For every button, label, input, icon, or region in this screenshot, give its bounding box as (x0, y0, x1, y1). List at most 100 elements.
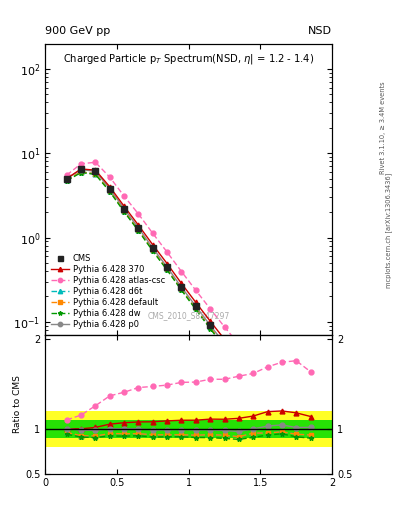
Text: Rivet 3.1.10, ≥ 3.4M events: Rivet 3.1.10, ≥ 3.4M events (380, 82, 386, 174)
Pythia 6.428 atlas-csc (165, 249, 169, 255)
Pythia 6.428 default (79, 169, 83, 175)
Bar (45, 411, 332, 447)
Pythia 6.428 d6t (237, 361, 241, 368)
Pythia 6.428 atlas-csc (107, 174, 112, 180)
CMS (136, 225, 141, 231)
Pythia 6.428 370 (165, 261, 169, 267)
Pythia 6.428 atlas-csc (93, 159, 98, 165)
Pythia 6.428 dw (237, 363, 241, 369)
Pythia 6.428 default (165, 266, 169, 272)
CMS (93, 167, 98, 174)
Pythia 6.428 default (308, 425, 313, 432)
Pythia 6.428 d6t (265, 395, 270, 401)
Pythia 6.428 370 (79, 166, 83, 172)
CMS (265, 393, 270, 399)
Pythia 6.428 370 (265, 387, 270, 393)
Pythia 6.428 p0 (251, 376, 255, 382)
Pythia 6.428 atlas-csc (179, 268, 184, 274)
Pythia 6.428 p0 (79, 166, 83, 173)
CMS (279, 407, 284, 413)
Pythia 6.428 370 (122, 203, 127, 209)
Pythia 6.428 dw (151, 248, 155, 254)
Text: 900 GeV pp: 900 GeV pp (45, 26, 110, 36)
Pythia 6.428 atlas-csc (251, 358, 255, 365)
CMS (294, 418, 299, 424)
Pythia 6.428 370 (193, 300, 198, 306)
CMS (193, 303, 198, 309)
CMS (308, 423, 313, 429)
Pythia 6.428 atlas-csc (222, 324, 227, 330)
Legend: CMS, Pythia 6.428 370, Pythia 6.428 atlas-csc, Pythia 6.428 d6t, Pythia 6.428 de: CMS, Pythia 6.428 370, Pythia 6.428 atla… (48, 250, 168, 332)
Y-axis label: Ratio to CMS: Ratio to CMS (13, 375, 22, 433)
Pythia 6.428 default (107, 187, 112, 194)
CMS (107, 185, 112, 191)
Pythia 6.428 atlas-csc (151, 230, 155, 237)
Pythia 6.428 370 (237, 354, 241, 360)
Pythia 6.428 p0 (208, 322, 213, 328)
Pythia 6.428 default (237, 361, 241, 368)
Text: Charged Particle p$_T$ Spectrum(NSD, $\eta$| = 1.2 - 1.4): Charged Particle p$_T$ Spectrum(NSD, $\e… (63, 52, 314, 66)
CMS (237, 358, 241, 365)
Pythia 6.428 d6t (222, 343, 227, 349)
Pythia 6.428 dw (265, 396, 270, 402)
Pythia 6.428 d6t (294, 420, 299, 426)
Pythia 6.428 p0 (279, 406, 284, 412)
CMS (165, 264, 169, 270)
Pythia 6.428 d6t (151, 247, 155, 253)
Pythia 6.428 p0 (179, 284, 184, 290)
Pythia 6.428 atlas-csc (279, 387, 284, 393)
Pythia 6.428 p0 (222, 340, 227, 347)
Pythia 6.428 d6t (122, 208, 127, 214)
Pythia 6.428 p0 (193, 303, 198, 309)
Pythia 6.428 d6t (107, 187, 112, 194)
Pythia 6.428 p0 (294, 417, 299, 423)
Text: NSD: NSD (308, 26, 332, 36)
Line: Pythia 6.428 370: Pythia 6.428 370 (64, 166, 313, 424)
Pythia 6.428 default (64, 177, 69, 183)
Pythia 6.428 dw (136, 228, 141, 234)
Pythia 6.428 dw (122, 209, 127, 215)
Pythia 6.428 370 (279, 400, 284, 407)
Pythia 6.428 atlas-csc (208, 306, 213, 312)
Pythia 6.428 p0 (165, 264, 169, 270)
Line: Pythia 6.428 p0: Pythia 6.428 p0 (64, 167, 313, 428)
Pythia 6.428 d6t (193, 305, 198, 311)
CMS (179, 284, 184, 290)
Pythia 6.428 370 (136, 222, 141, 228)
Pythia 6.428 atlas-csc (265, 374, 270, 380)
Pythia 6.428 default (265, 395, 270, 401)
Pythia 6.428 default (93, 170, 98, 177)
Pythia 6.428 370 (179, 281, 184, 287)
Pythia 6.428 atlas-csc (79, 161, 83, 167)
Pythia 6.428 default (222, 343, 227, 349)
Pythia 6.428 atlas-csc (136, 211, 141, 217)
Pythia 6.428 370 (222, 336, 227, 343)
Pythia 6.428 d6t (93, 170, 98, 177)
Pythia 6.428 370 (294, 412, 299, 418)
Pythia 6.428 atlas-csc (237, 342, 241, 348)
Pythia 6.428 370 (93, 167, 98, 173)
Text: CMS_2010_S8547297: CMS_2010_S8547297 (147, 311, 230, 321)
CMS (251, 376, 255, 382)
Pythia 6.428 default (193, 305, 198, 311)
Pythia 6.428 default (294, 420, 299, 426)
CMS (64, 176, 69, 182)
CMS (208, 322, 213, 328)
Pythia 6.428 default (208, 324, 213, 330)
Pythia 6.428 dw (93, 172, 98, 178)
Pythia 6.428 default (251, 378, 255, 384)
Line: Pythia 6.428 d6t: Pythia 6.428 d6t (64, 169, 313, 431)
CMS (79, 166, 83, 172)
Pythia 6.428 d6t (165, 266, 169, 272)
Pythia 6.428 dw (107, 188, 112, 195)
Pythia 6.428 d6t (279, 408, 284, 414)
Pythia 6.428 default (279, 408, 284, 414)
Pythia 6.428 370 (64, 176, 69, 182)
CMS (122, 205, 127, 211)
Pythia 6.428 default (151, 247, 155, 253)
Line: Pythia 6.428 default: Pythia 6.428 default (64, 169, 313, 431)
Pythia 6.428 p0 (265, 392, 270, 398)
Pythia 6.428 dw (64, 178, 69, 184)
Pythia 6.428 d6t (308, 425, 313, 432)
Pythia 6.428 dw (179, 287, 184, 293)
